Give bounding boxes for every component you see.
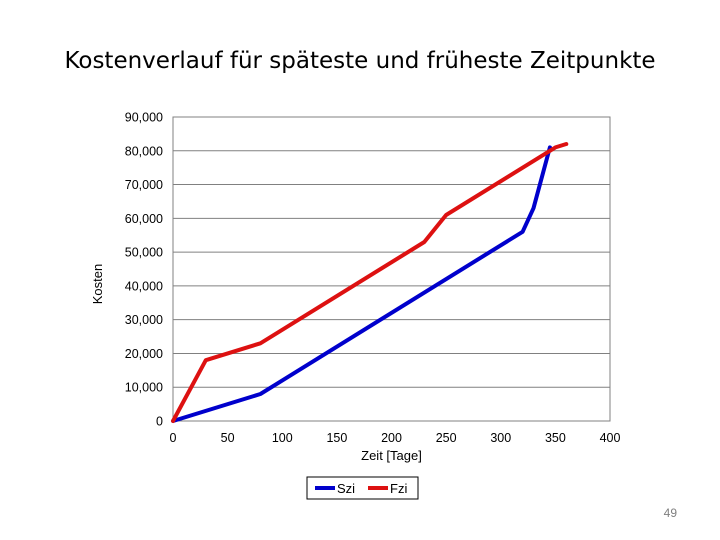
- plot-area: [172, 116, 611, 422]
- series-line-szi: [171, 145, 552, 423]
- legend: Szi Fzi: [306, 476, 419, 500]
- x-tick-label: 50: [221, 431, 235, 445]
- y-tick-label: 60,000: [125, 212, 163, 226]
- y-tick-label: 40,000: [125, 279, 163, 293]
- y-tick-label: 20,000: [125, 347, 163, 361]
- x-tick-label: 150: [326, 431, 347, 445]
- slide-title: Kostenverlauf für späteste und früheste …: [64, 48, 656, 74]
- x-axis-tick-labels: 0 50 100 150 200 250 300 350 400: [170, 431, 621, 445]
- page-number: 49: [663, 506, 677, 520]
- legend-box: [306, 476, 419, 500]
- y-tick-label: 70,000: [125, 178, 163, 192]
- y-axis-tick-labels: 0 10,000 20,000 30,000 40,000 50,000 60,000 70,…: [125, 111, 163, 429]
- y-tick-label: 90,000: [125, 111, 163, 125]
- x-tick-label: 250: [436, 431, 457, 445]
- x-tick-label: 200: [381, 431, 402, 445]
- x-tick-label: 400: [600, 431, 621, 445]
- x-tick-label: 300: [490, 431, 511, 445]
- x-tick-label: 100: [272, 431, 293, 445]
- legend-label-szi: Szi: [337, 481, 355, 496]
- legend-label-fzi: Fzi: [390, 481, 407, 496]
- y-tick-label: 50,000: [125, 246, 163, 260]
- x-tick-label: 350: [545, 431, 566, 445]
- x-tick-label: 0: [170, 431, 177, 445]
- x-axis-label: Zeit [Tage]: [361, 448, 422, 463]
- grid-lines: [173, 116, 610, 388]
- series-line-fzi: [171, 142, 569, 423]
- y-tick-label: 0: [156, 415, 163, 429]
- y-axis-label: Kosten: [90, 264, 105, 304]
- y-tick-label: 30,000: [125, 313, 163, 327]
- series-lines: [171, 142, 569, 423]
- y-tick-label: 10,000: [125, 381, 163, 395]
- y-tick-label: 80,000: [125, 144, 163, 158]
